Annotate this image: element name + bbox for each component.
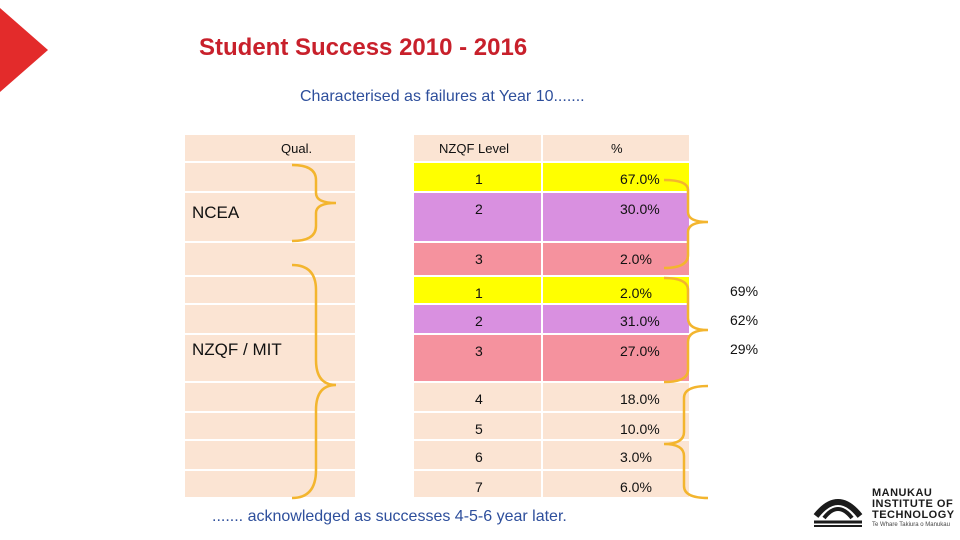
table-row: 1 2.0% [185,277,691,305]
logo-emblem-icon [813,499,863,527]
gap-cell [357,335,414,383]
brace-nzqf-left [291,263,337,500]
pct-cell: 10.0% [543,413,691,441]
subtitle: Characterised as failures at Year 10....… [300,88,585,105]
pct-cell: 2.0% [543,277,691,305]
gap-cell [357,193,414,243]
logo-line1: MANUKAU [872,487,933,499]
table-header-row: Qual. NZQF Level % [185,135,691,163]
pct-cell: 31.0% [543,305,691,335]
logo-wordmark: MANUKAU INSTITUTE OF TECHNOLOGY [872,488,955,521]
pct-cell: 18.0% [543,383,691,413]
qual-cell [185,163,357,193]
qual-cell [185,277,357,305]
level-cell: 1 [414,277,543,305]
table-row: 4 18.0% [185,383,691,413]
gap-cell [357,305,414,335]
brace-mit-mid-right [663,276,709,384]
gap-cell [357,413,414,441]
side-value: 62% [730,312,759,328]
logo-line3: TECHNOLOGY [872,509,955,521]
pct-cell: 6.0% [543,471,691,499]
level-cell: 3 [414,243,543,277]
header-qual: Qual. [185,135,357,163]
pct-cell: 2.0% [543,243,691,277]
red-arrow-decoration [0,8,48,92]
group-label-nzqf-mit: NZQF / MIT [192,340,282,359]
header-gap [357,135,414,163]
table-row: 3 27.0% [185,335,691,383]
gap-cell [357,441,414,471]
qual-cell [185,471,357,499]
level-cell: 1 [414,163,543,193]
side-value: 69% [730,283,759,299]
table-row: 1 67.0% [185,163,691,193]
level-cell: 5 [414,413,543,441]
logo-line2: INSTITUTE OF [872,498,954,510]
qual-cell [185,305,357,335]
table-row: 3 2.0% [185,243,691,277]
table-row: 5 10.0% [185,413,691,441]
qual-cell [185,335,357,383]
header-level: NZQF Level [414,135,543,163]
gap-cell [357,163,414,193]
side-value: 29% [730,341,759,357]
level-cell: 2 [414,193,543,243]
level-cell: 2 [414,305,543,335]
qual-cell [185,243,357,277]
pct-cell: 67.0% [543,163,691,193]
pct-cell: 30.0% [543,193,691,243]
gap-cell [357,277,414,305]
level-cell: 6 [414,441,543,471]
header-pct: % [543,135,691,163]
level-cell: 7 [414,471,543,499]
brace-ncea-left [291,163,337,243]
brace-ncea-right [663,178,709,270]
qual-cell [185,441,357,471]
logo-tagline: Te Whare Takiura o Manukau [872,522,950,528]
footer-note: ....... acknowledged as successes 4-5-6 … [212,508,567,525]
table-row: 7 6.0% [185,471,691,499]
qual-cell [185,383,357,413]
gap-cell [357,383,414,413]
table-row: 2 31.0% [185,305,691,335]
level-cell: 4 [414,383,543,413]
group-label-ncea: NCEA [192,203,240,222]
pct-cell: 3.0% [543,441,691,471]
level-cell: 3 [414,335,543,383]
institute-logo: MANUKAU INSTITUTE OF TECHNOLOGY Te Whare… [810,486,954,535]
gap-cell [357,471,414,499]
gap-cell [357,243,414,277]
page-title: Student Success 2010 - 2016 [199,34,528,61]
brace-mit-low-right [663,384,709,500]
pct-cell: 27.0% [543,335,691,383]
qual-cell [185,413,357,441]
table-row: 6 3.0% [185,441,691,471]
